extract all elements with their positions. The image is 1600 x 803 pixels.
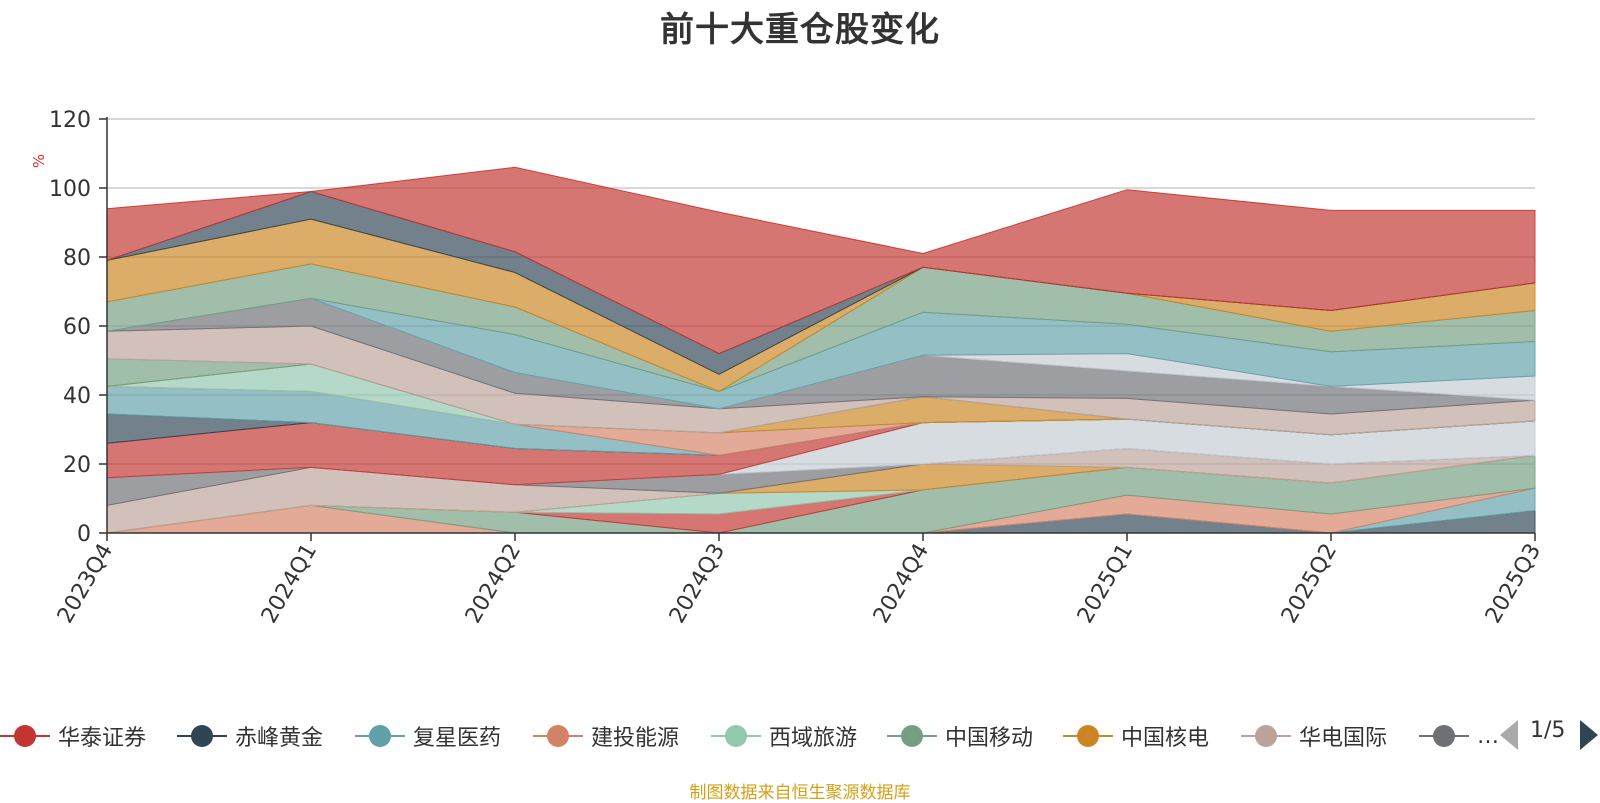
legend-label: 赤峰黄金	[235, 726, 324, 751]
legend-marker-icon	[711, 716, 761, 756]
legend-item[interactable]: 华泰证券	[0, 716, 146, 756]
legend-next-page-icon[interactable]	[1580, 720, 1598, 750]
legend-item[interactable]: 复星医药	[355, 716, 501, 756]
source-note: 制图数据来自恒生聚源数据库	[689, 783, 911, 803]
x-tick-label: 2025Q1	[1073, 540, 1138, 628]
legend-marker-icon	[355, 716, 405, 756]
x-tick-label: 2024Q1	[257, 540, 322, 628]
y-axis-label: %	[30, 154, 48, 168]
x-tick-label: 2024Q3	[665, 540, 730, 628]
legend-item[interactable]: 赤峰黄金	[177, 716, 323, 756]
legend-item[interactable]: 西域旅游	[711, 716, 857, 756]
legend-label: 中国移动	[945, 726, 1034, 751]
legend-marker-icon	[1419, 716, 1469, 756]
y-tick-label: 0	[77, 522, 91, 547]
legend-marker-icon	[533, 716, 583, 756]
x-tick-label: 2024Q4	[869, 540, 934, 628]
stacked-areas	[106, 166, 1536, 534]
legend-label: 建投能源	[591, 726, 680, 751]
y-tick-label: 120	[49, 108, 91, 133]
x-tick-label: 2023Q4	[53, 540, 118, 628]
x-tick-label: 2025Q3	[1481, 540, 1546, 628]
y-tick-label: 20	[63, 453, 91, 478]
legend-item[interactable]: 中国核电	[1063, 716, 1209, 756]
legend-item[interactable]: 建投能源	[533, 716, 679, 756]
legend-marker-icon	[0, 716, 50, 756]
legend-label: 华电国际	[1299, 726, 1388, 751]
legend: 华泰证券 赤峰黄金 复星医药 建投能源 西域旅游 中国移动 中国核电 华电国际 …	[0, 716, 1600, 756]
legend-page-indicator: 1/5	[1530, 718, 1566, 743]
legend-marker-icon	[1241, 716, 1291, 756]
legend-item[interactable]: …	[1419, 716, 1499, 756]
legend-item[interactable]: 华电国际	[1241, 716, 1387, 756]
legend-label: 复星医药	[413, 726, 502, 751]
legend-label: 中国核电	[1121, 726, 1210, 751]
legend-marker-icon	[887, 716, 937, 756]
legend-prev-page-icon[interactable]	[1500, 720, 1518, 750]
legend-marker-icon	[1063, 716, 1113, 756]
chart-title: 前十大重仓股变化	[660, 10, 940, 50]
y-tick-label: 80	[63, 246, 91, 271]
y-tick-label: 40	[63, 384, 91, 409]
x-tick-label: 2024Q2	[461, 540, 526, 628]
area-series-25	[106, 166, 1536, 355]
legend-marker-icon	[177, 716, 227, 756]
legend-label: 华泰证券	[58, 726, 147, 751]
y-tick-label: 60	[63, 315, 91, 340]
legend-item[interactable]: 中国移动	[887, 716, 1033, 756]
y-tick-label: 100	[49, 177, 91, 202]
legend-label: 西域旅游	[769, 726, 858, 751]
legend-label: …	[1477, 723, 1499, 749]
x-tick-label: 2025Q2	[1277, 540, 1342, 628]
